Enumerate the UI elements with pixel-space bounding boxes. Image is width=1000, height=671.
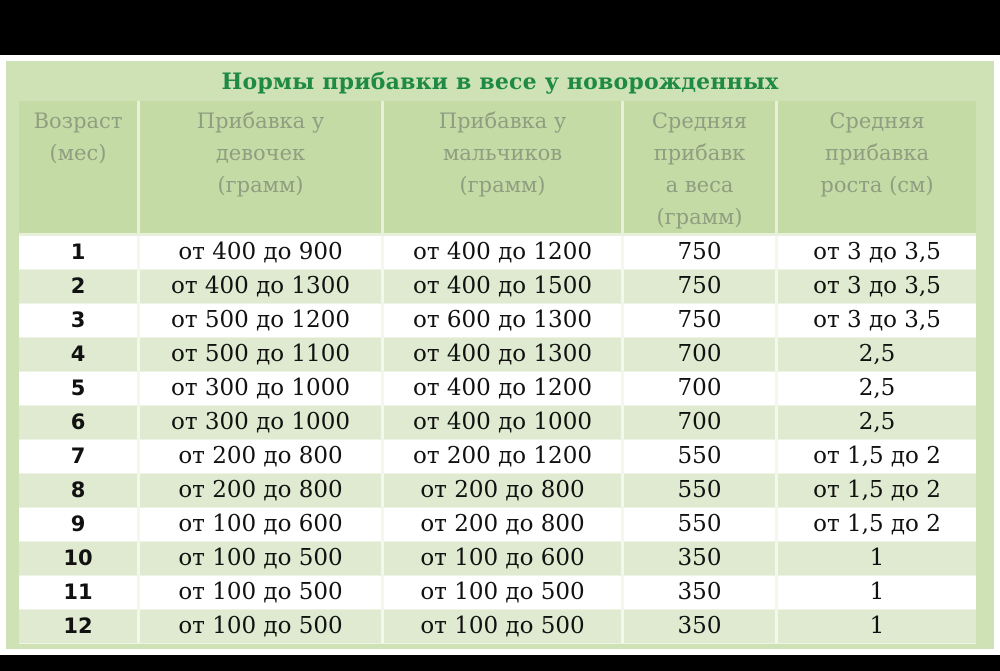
cell-girls-gain: от 500 до 1100 — [140, 338, 384, 372]
cell-avg-height-gain: от 1,5 до 2 — [778, 508, 976, 542]
cell-girls-gain: от 200 до 800 — [140, 440, 384, 474]
table-row: 3 от 500 до 1200 от 600 до 1300 750 от 3 до … — [19, 304, 976, 338]
cell-avg-weight-gain: 750 — [624, 270, 778, 304]
cell-age: 7 — [19, 440, 140, 474]
cell-avg-weight-gain: 550 — [624, 474, 778, 508]
table-title: Нормы прибавки в весе у новорожденных — [221, 69, 779, 95]
table-row: 8 от 200 до 800 от 200 до 800 550 от 1,5 до … — [19, 474, 976, 508]
cell-avg-height-gain: от 3 до 3,5 — [778, 270, 976, 304]
cell-age: 5 — [19, 372, 140, 406]
cell-girls-gain: от 200 до 800 — [140, 474, 384, 508]
cell-girls-gain: от 100 до 500 — [140, 610, 384, 644]
table-row: 10 от 100 до 500 от 100 до 600 350 1 — [19, 542, 976, 576]
cell-boys-gain: от 200 до 800 — [384, 474, 624, 508]
cell-boys-gain: от 400 до 1000 — [384, 406, 624, 440]
cell-girls-gain: от 500 до 1200 — [140, 304, 384, 338]
header-avg-height-gain: Средняя прибавка роста (см) — [778, 101, 976, 236]
cell-avg-height-gain: 2,5 — [778, 372, 976, 406]
cell-boys-gain: от 400 до 1200 — [384, 372, 624, 406]
cell-boys-gain: от 600 до 1300 — [384, 304, 624, 338]
cell-avg-weight-gain: 700 — [624, 372, 778, 406]
cell-avg-weight-gain: 550 — [624, 508, 778, 542]
image-frame: Нормы прибавки в весе у новорожденных Во… — [0, 55, 1000, 655]
cell-avg-weight-gain: 750 — [624, 304, 778, 338]
table-row: 1 от 400 до 900 от 400 до 1200 750 от 3 до 3… — [19, 236, 976, 270]
cell-age: 12 — [19, 610, 140, 644]
header-avg-weight-gain: Средняя прибавк а веса (грамм) — [624, 101, 778, 236]
cell-age: 4 — [19, 338, 140, 372]
cell-avg-weight-gain: 350 — [624, 576, 778, 610]
cell-boys-gain: от 100 до 600 — [384, 542, 624, 576]
weight-gain-table: Возраст (мес) Прибавка у девочек (грамм)… — [19, 101, 976, 644]
cell-avg-height-gain: от 3 до 3,5 — [778, 304, 976, 338]
cell-age: 2 — [19, 270, 140, 304]
cell-girls-gain: от 400 до 1300 — [140, 270, 384, 304]
cell-age: 11 — [19, 576, 140, 610]
header-girls-gain: Прибавка у девочек (грамм) — [140, 101, 384, 236]
cell-avg-height-gain: от 1,5 до 2 — [778, 440, 976, 474]
cell-avg-weight-gain: 750 — [624, 236, 778, 270]
cell-age: 6 — [19, 406, 140, 440]
table-row: 5 от 300 до 1000 от 400 до 1200 700 2,5 — [19, 372, 976, 406]
cell-boys-gain: от 200 до 800 — [384, 508, 624, 542]
cell-avg-height-gain: 1 — [778, 542, 976, 576]
cell-avg-height-gain: 1 — [778, 576, 976, 610]
cell-boys-gain: от 100 до 500 — [384, 610, 624, 644]
cell-age: 10 — [19, 542, 140, 576]
header-age: Возраст (мес) — [19, 101, 140, 236]
header-row: Возраст (мес) Прибавка у девочек (грамм)… — [19, 101, 976, 236]
table-row: 2 от 400 до 1300 от 400 до 1500 750 от 3 до … — [19, 270, 976, 304]
cell-girls-gain: от 300 до 1000 — [140, 372, 384, 406]
table-row: 9 от 100 до 600 от 200 до 800 550 от 1,5 до … — [19, 508, 976, 542]
cell-boys-gain: от 400 до 1300 — [384, 338, 624, 372]
cell-avg-height-gain: 1 — [778, 610, 976, 644]
cell-boys-gain: от 100 до 500 — [384, 576, 624, 610]
cell-avg-weight-gain: 350 — [624, 610, 778, 644]
weight-gain-card: Нормы прибавки в весе у новорожденных Во… — [6, 61, 994, 649]
cell-girls-gain: от 300 до 1000 — [140, 406, 384, 440]
cell-age: 9 — [19, 508, 140, 542]
cell-girls-gain: от 100 до 500 — [140, 542, 384, 576]
cell-avg-weight-gain: 350 — [624, 542, 778, 576]
table-row: 6 от 300 до 1000 от 400 до 1000 700 2,5 — [19, 406, 976, 440]
table-row: 11 от 100 до 500 от 100 до 500 350 1 — [19, 576, 976, 610]
table-row: 12 от 100 до 500 от 100 до 500 350 1 — [19, 610, 976, 644]
table-row: 4 от 500 до 1100 от 400 до 1300 700 2,5 — [19, 338, 976, 372]
cell-boys-gain: от 400 до 1500 — [384, 270, 624, 304]
cell-boys-gain: от 200 до 1200 — [384, 440, 624, 474]
cell-avg-height-gain: 2,5 — [778, 406, 976, 440]
cell-avg-weight-gain: 700 — [624, 338, 778, 372]
table-body: 1 от 400 до 900 от 400 до 1200 750 от 3 до 3… — [19, 236, 976, 644]
cell-boys-gain: от 400 до 1200 — [384, 236, 624, 270]
table-row: 7 от 200 до 800 от 200 до 1200 550 от 1,5 до… — [19, 440, 976, 474]
cell-avg-height-gain: 2,5 — [778, 338, 976, 372]
cell-avg-weight-gain: 700 — [624, 406, 778, 440]
cell-avg-height-gain: от 3 до 3,5 — [778, 236, 976, 270]
cell-girls-gain: от 100 до 600 — [140, 508, 384, 542]
cell-age: 3 — [19, 304, 140, 338]
cell-girls-gain: от 400 до 900 — [140, 236, 384, 270]
cell-age: 1 — [19, 236, 140, 270]
cell-avg-height-gain: от 1,5 до 2 — [778, 474, 976, 508]
header-boys-gain: Прибавка у мальчиков (грамм) — [384, 101, 624, 236]
cell-girls-gain: от 100 до 500 — [140, 576, 384, 610]
cell-age: 8 — [19, 474, 140, 508]
cell-avg-weight-gain: 550 — [624, 440, 778, 474]
